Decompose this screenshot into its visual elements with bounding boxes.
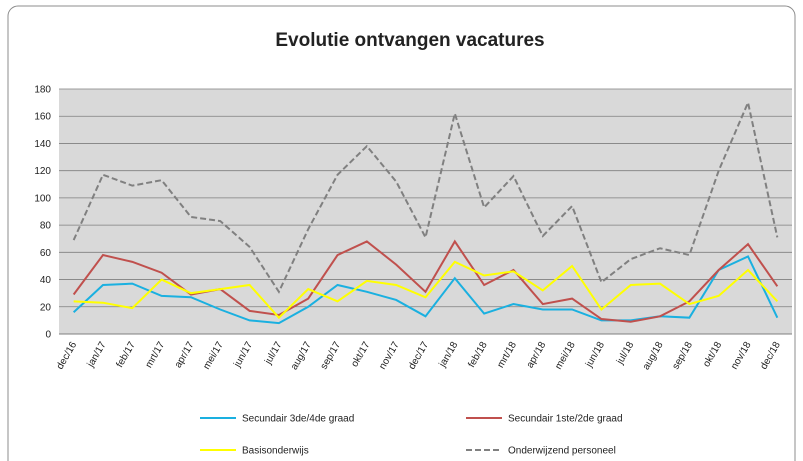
- series-line: [72, 99, 779, 294]
- legend-label: Secundair 3de/4de graad: [242, 414, 354, 425]
- chart-title: Evolutie ontvangen vacatures: [275, 30, 544, 51]
- y-tick-label: 100: [34, 193, 51, 204]
- y-tick-label: 80: [40, 221, 52, 232]
- y-tick-label: 120: [34, 166, 51, 177]
- legend-label: Secundair 1ste/2de graad: [508, 414, 623, 425]
- series-line: [73, 260, 779, 320]
- y-tick-label: 0: [45, 330, 51, 341]
- y-tick-label: 180: [34, 85, 51, 96]
- y-tick-label: 160: [34, 112, 51, 123]
- legend-label: Onderwijzend personeel: [508, 446, 616, 457]
- y-tick-label: 140: [34, 139, 51, 150]
- y-tick-label: 40: [40, 275, 52, 286]
- y-tick-label: 60: [40, 248, 52, 259]
- y-tick-label: 20: [40, 302, 52, 313]
- legend-label: Basisonderwijs: [242, 446, 309, 457]
- series-line: [72, 239, 779, 323]
